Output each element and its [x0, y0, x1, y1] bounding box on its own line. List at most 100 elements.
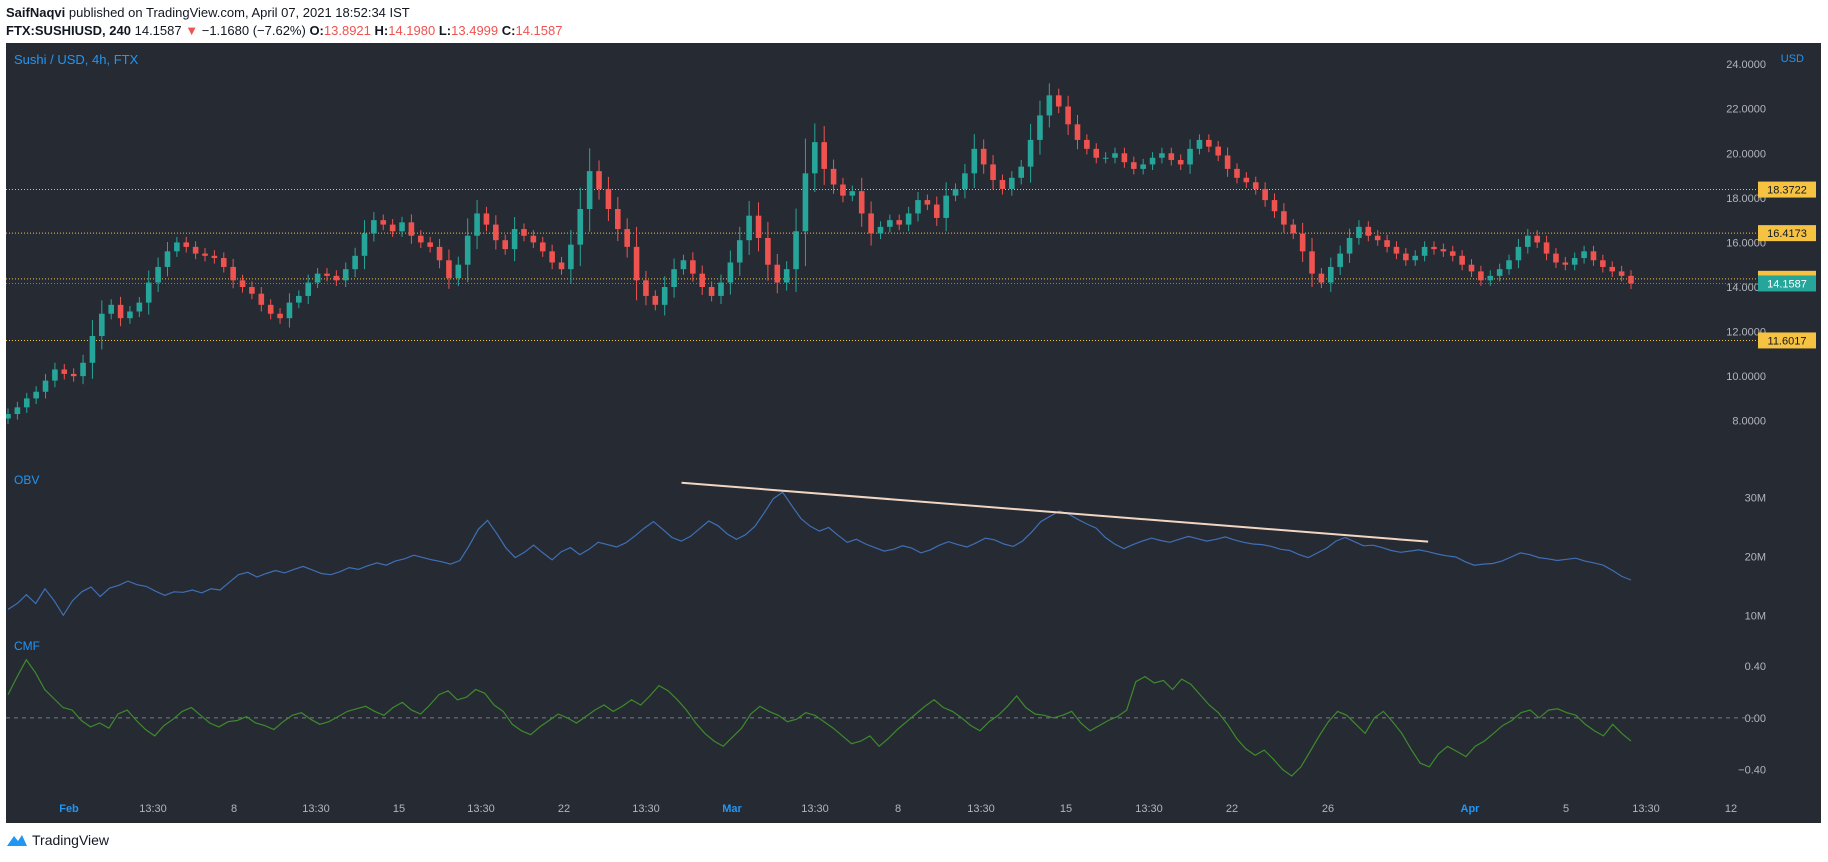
time-tick-label: 13:30 [1135, 803, 1163, 815]
level-price-tag [1758, 225, 1816, 242]
candle-body [990, 164, 996, 181]
candle-body [643, 280, 649, 296]
candle-body [943, 195, 949, 218]
chart-canvas[interactable]: 24.0000 22.0000 20.0000 18.0000 16.0000 14.00… [6, 43, 1821, 823]
obv-pane[interactable]: 30M 20M 10M [7, 481, 1766, 623]
candle-body [249, 287, 255, 294]
time-tick-label: 13:30 [632, 803, 660, 815]
price-tick-label: 16.0000 [1726, 237, 1766, 249]
candle-body [296, 295, 302, 303]
candle-body [652, 295, 659, 305]
candle-body [1346, 237, 1353, 254]
candle-body [417, 235, 424, 243]
candle-body [1487, 275, 1494, 281]
candle-body [1065, 106, 1071, 125]
candle-body [286, 302, 293, 319]
candle-body [1234, 168, 1240, 178]
candle-body [1046, 95, 1053, 116]
time-axis[interactable]: Feb 13:30 8 13:30 15 13:30 22 13:30 Mar 13:30 8 13:… [59, 803, 1737, 815]
candle-body [840, 184, 846, 196]
candle-body [408, 222, 415, 236]
candle-body [1130, 162, 1137, 169]
level-price-label: 18.3722 [1767, 185, 1807, 197]
candle-body [1252, 182, 1259, 189]
candle-body [1168, 153, 1175, 160]
level-price-tag [1758, 181, 1816, 198]
candle-body [596, 171, 602, 189]
candle-body [1281, 211, 1287, 225]
high-value: 14.1980 [388, 23, 436, 38]
candle-body [211, 255, 218, 259]
time-tick-label: 15 [393, 803, 405, 815]
candle-body [1421, 246, 1428, 256]
candle-body [52, 369, 58, 381]
low-label: L: [438, 23, 452, 38]
candle-body [1215, 146, 1222, 156]
candle-body [1187, 148, 1193, 165]
open-value: 13.8921 [323, 23, 371, 38]
candle-body [99, 313, 105, 337]
candle-body [858, 191, 865, 214]
candle-body [305, 282, 312, 296]
candle-body [924, 200, 931, 205]
candle-body [1356, 226, 1362, 238]
candle-body [1543, 242, 1550, 254]
candle-body [164, 251, 171, 267]
cmf-tick-label: −0.40 [1738, 765, 1766, 777]
candle-body [1074, 124, 1081, 140]
time-tick-label: 13:30 [967, 803, 995, 815]
tradingview-brand[interactable]: TradingView [32, 832, 110, 848]
time-tick-label: 13:30 [467, 803, 495, 815]
time-tick-label: 5 [1563, 803, 1569, 815]
cmf-title: CMF [14, 639, 40, 653]
candle-body [1140, 164, 1146, 169]
candle-body [633, 246, 640, 281]
candle-body [117, 304, 124, 319]
cmf-pane[interactable]: 0.40 0.00 −0.40 [6, 658, 1766, 777]
candle-body [530, 235, 537, 243]
candle-body [1581, 251, 1587, 259]
candle-body [446, 260, 452, 279]
candle-body [736, 240, 743, 263]
low-value: 13.4999 [451, 23, 499, 38]
candle-body [493, 224, 499, 241]
candle-body [699, 273, 706, 287]
candle-body [61, 369, 68, 374]
candle-body [352, 255, 358, 270]
candle-body [783, 269, 790, 283]
publish-line: SaifNaqvi published on TradingView.com, … [6, 4, 562, 22]
candle-body [952, 188, 959, 196]
obv-tick-label: 10M [1745, 610, 1766, 622]
candle-body [746, 215, 752, 241]
obv-tick-label: 30M [1745, 492, 1766, 504]
candle-body [980, 148, 987, 165]
footer: TradingView [6, 832, 109, 848]
author-name[interactable]: SaifNaqvi [6, 5, 66, 20]
candle-body [1318, 273, 1325, 283]
candle-body [1102, 157, 1109, 159]
candle-body [1506, 260, 1512, 270]
candle-body [192, 246, 199, 254]
candle-body [145, 282, 152, 303]
candle-body [1018, 166, 1025, 178]
down-arrow-icon: ▼ [185, 23, 199, 38]
cmf-tick-label: 0.00 [1745, 713, 1766, 725]
candle-body [765, 237, 771, 265]
candle-body [427, 242, 433, 247]
candle-body [314, 273, 321, 283]
high-label: H: [374, 23, 389, 38]
candle-body [1431, 246, 1437, 250]
price-tick-label: 22.0000 [1726, 104, 1766, 116]
obv-tick-label: 20M [1745, 551, 1766, 563]
candle-body [868, 213, 874, 234]
candle-body [108, 304, 114, 314]
price-pane[interactable]: 24.0000 22.0000 20.0000 18.0000 16.0000 14.00… [6, 59, 1816, 428]
candle-body [1009, 177, 1015, 189]
candle-body [671, 269, 677, 287]
level-price-label: 16.4173 [1767, 228, 1807, 240]
candle-body [1412, 255, 1419, 261]
candle-body [42, 380, 49, 392]
close-value: 14.1587 [515, 23, 563, 38]
candle-body [1478, 271, 1484, 281]
chart-background [6, 43, 1821, 823]
